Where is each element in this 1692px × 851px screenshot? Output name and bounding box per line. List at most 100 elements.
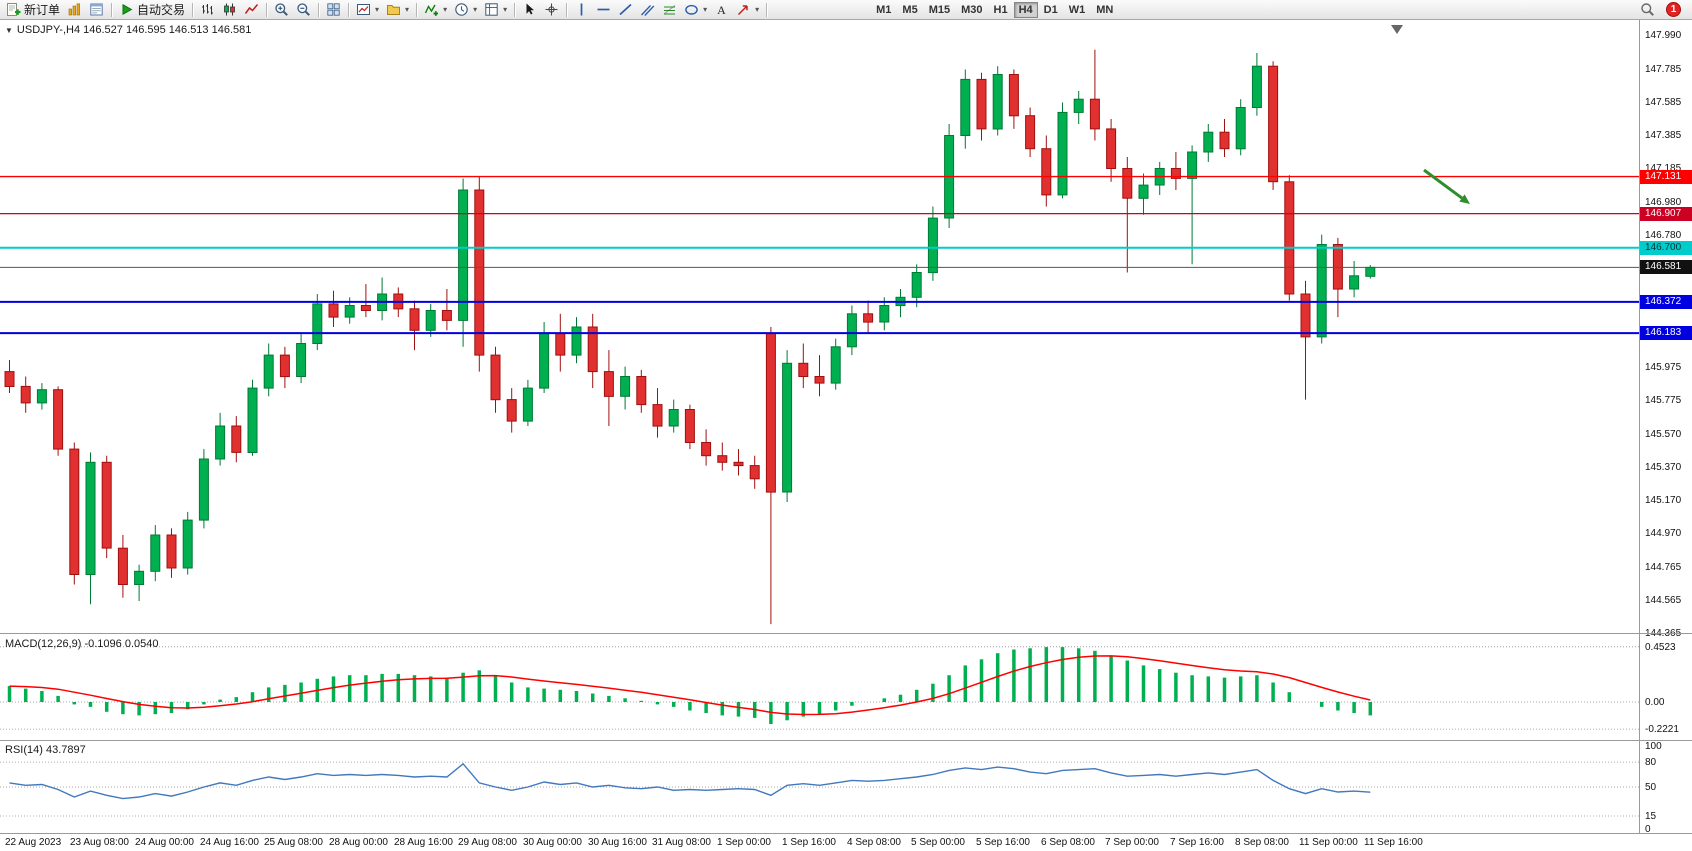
candle	[247, 387, 258, 454]
time-axis-label: 23 Aug 08:00	[70, 837, 129, 848]
candle	[668, 409, 679, 427]
tile-windows-button[interactable]	[323, 1, 344, 19]
price-axis-label: 144.970	[1645, 528, 1682, 539]
vertical-line-button[interactable]	[571, 1, 592, 19]
timeframe-M30[interactable]: M30	[961, 3, 983, 16]
candle	[1089, 98, 1100, 130]
zoom-out-button[interactable]	[293, 1, 314, 19]
candle	[555, 333, 566, 356]
price-line-badge-146.700: 146.700	[1640, 241, 1692, 255]
time-axis-label: 28 Aug 16:00	[394, 837, 453, 848]
crosshair-button[interactable]	[541, 1, 562, 19]
chart-window[interactable]: ▼ USDJPY-,H4 146.527 146.595 146.513 146…	[0, 20, 1692, 851]
price-axis-label: 145.570	[1645, 429, 1682, 440]
candle	[506, 399, 517, 422]
zoom-in-button[interactable]	[271, 1, 292, 19]
candlestick-chart-button[interactable]	[219, 1, 240, 19]
cursor-button[interactable]	[519, 1, 540, 19]
candle	[1106, 128, 1117, 169]
candle	[101, 461, 112, 549]
candle	[312, 303, 323, 344]
new-order-button[interactable]: 新订单	[3, 1, 63, 19]
price-axis-label: 147.385	[1645, 130, 1682, 141]
candle	[1332, 244, 1343, 290]
shapes-icon	[684, 2, 699, 17]
candle	[1251, 65, 1262, 108]
timeframe-M15[interactable]: M15	[928, 3, 951, 16]
autotrading-button[interactable]: 自动交易	[116, 1, 188, 19]
price-axis-label: 145.775	[1645, 395, 1682, 406]
new-chart-button[interactable]: ▾	[353, 1, 382, 19]
vertical-line-icon	[574, 2, 589, 17]
candle	[1057, 111, 1068, 196]
text-label-icon: A	[714, 2, 729, 17]
chevron-down-icon: ▾	[703, 5, 708, 14]
symbol-title: USDJPY-,H4 146.527 146.595 146.513 146.5…	[16, 24, 252, 36]
time-axis[interactable]: 22 Aug 2023 23 Aug 08:00 24 Aug 00:00 24 Au…	[0, 834, 1692, 851]
price-axis[interactable]: 147.990 147.785 147.585 147.385 147.185 146.9…	[1639, 20, 1692, 835]
toolbar-separator	[266, 2, 268, 17]
shapes-button[interactable]: ▾	[681, 1, 710, 19]
notifications-badge[interactable]: 1	[1666, 2, 1681, 17]
data-window-button[interactable]	[86, 1, 107, 19]
candle	[863, 313, 874, 323]
main-price-chart[interactable]	[0, 20, 1639, 634]
timeframe-D1[interactable]: D1	[1043, 3, 1058, 16]
candle	[215, 425, 226, 460]
indicators-button[interactable]: ▾	[421, 1, 450, 19]
rsi-axis-label: 80	[1645, 757, 1657, 768]
candle	[458, 189, 469, 321]
timeframe-MN[interactable]: MN	[1096, 3, 1114, 16]
chart-symbol-ohlc: ▼ USDJPY-,H4 146.527 146.595 146.513 146…	[5, 24, 251, 36]
periods-button[interactable]: ▾	[451, 1, 480, 19]
timeframe-M5[interactable]: M5	[902, 3, 918, 16]
rsi-axis-label: 0	[1645, 824, 1651, 835]
candle	[992, 74, 1003, 130]
price-line-badge-146.372: 146.372	[1640, 295, 1692, 309]
bar-chart-button[interactable]	[197, 1, 218, 19]
time-axis-label: 11 Sep 00:00	[1299, 837, 1358, 848]
price-axis-label: 146.780	[1645, 230, 1682, 241]
profiles-button[interactable]: ▾	[383, 1, 412, 19]
macd-panel[interactable]	[0, 634, 1639, 741]
toolbar-separator	[318, 2, 320, 17]
time-axis-label: 31 Aug 08:00	[652, 837, 711, 848]
horizontal-line-button[interactable]	[593, 1, 614, 19]
timeframe-H1[interactable]: H1	[993, 3, 1008, 16]
market-watch-button[interactable]	[64, 1, 85, 19]
fibonacci-retracement-button[interactable]	[659, 1, 680, 19]
price-axis-label: 144.565	[1645, 595, 1682, 606]
bar-chart-icon	[200, 2, 215, 17]
candle	[814, 376, 825, 384]
trend-arrow-head	[1459, 194, 1470, 204]
panel-divider[interactable]	[0, 740, 1692, 741]
candle	[1187, 151, 1198, 179]
symbol-collapse-icon[interactable]: ▼	[5, 25, 13, 35]
time-axis-label: 1 Sep 00:00	[717, 837, 771, 848]
equidistant-channel-button[interactable]	[637, 1, 658, 19]
candle	[279, 354, 290, 378]
trendline-button[interactable]	[615, 1, 636, 19]
price-line-badge-146.581: 146.581	[1640, 260, 1692, 274]
candle	[198, 458, 209, 521]
panel-divider[interactable]	[0, 633, 1692, 634]
timeframe-W1[interactable]: W1	[1068, 3, 1086, 16]
candle	[1284, 181, 1295, 295]
candle	[587, 326, 598, 373]
rsi-axis-label: 50	[1645, 782, 1657, 793]
candle	[1203, 131, 1214, 153]
text-label-button[interactable]: A	[711, 1, 732, 19]
chart-shift-marker-icon[interactable]	[1391, 25, 1403, 34]
search-button[interactable]	[1637, 1, 1658, 19]
new-chart-icon	[356, 2, 371, 17]
trend-arrow-annotation[interactable]	[1423, 168, 1463, 200]
line-chart-button[interactable]	[241, 1, 262, 19]
timeframe-M1[interactable]: M1	[876, 3, 892, 16]
rsi-panel[interactable]	[0, 741, 1639, 833]
price-axis-label: 145.370	[1645, 462, 1682, 473]
arrow-objects-button[interactable]: ▾	[733, 1, 762, 19]
templates-button[interactable]: ▾	[481, 1, 510, 19]
timeframe-H4[interactable]: H4	[1013, 1, 1038, 18]
time-axis-label: 22 Aug 2023	[5, 837, 62, 848]
